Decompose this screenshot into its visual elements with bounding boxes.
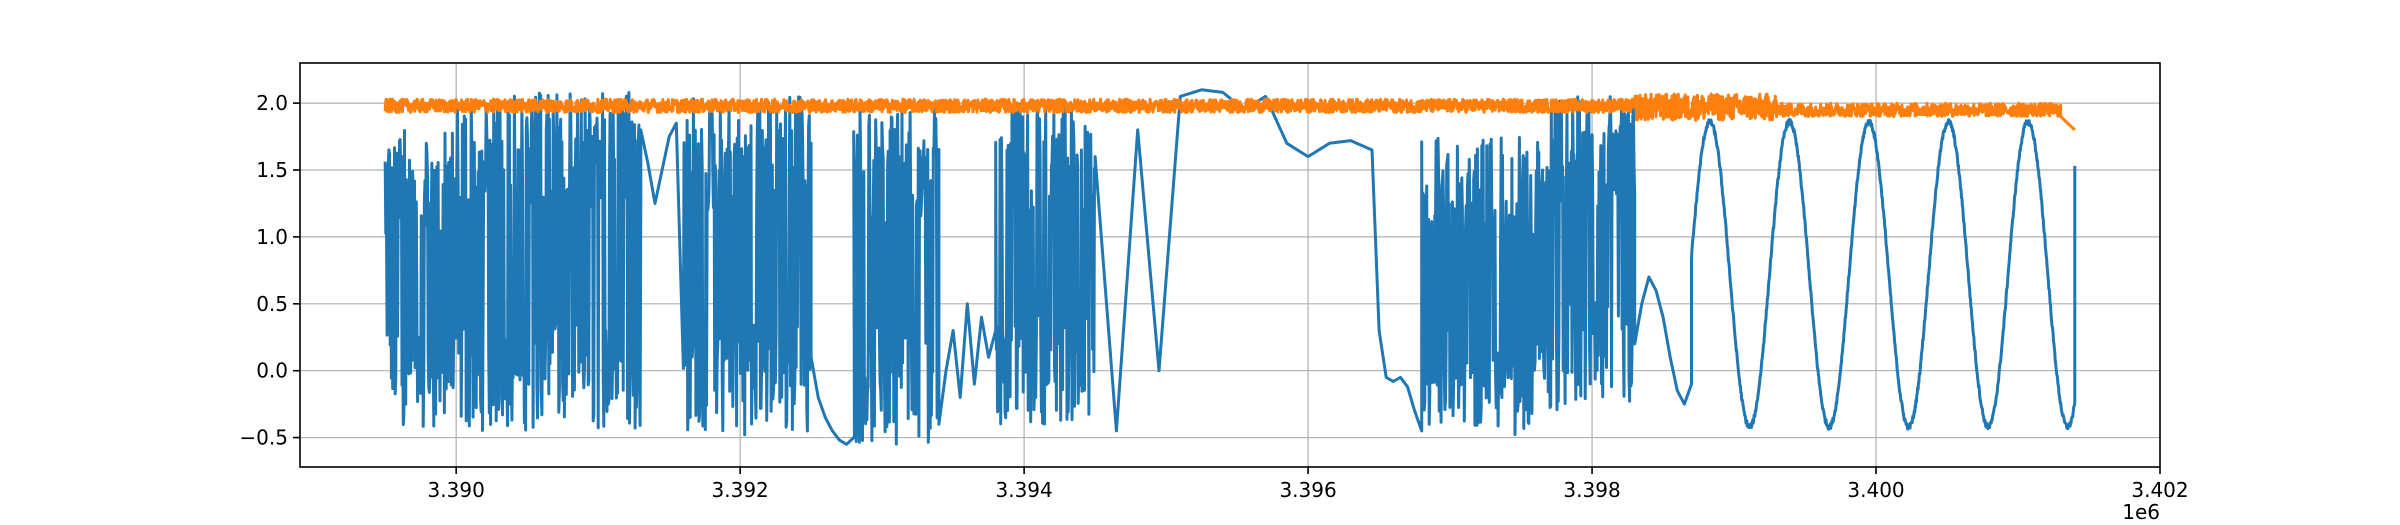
x-tick-label: 3.400	[1847, 478, 1904, 502]
y-tick-label: 1.5	[256, 158, 288, 182]
x-tick-label: 3.394	[995, 478, 1052, 502]
y-tick-label: 1.0	[256, 225, 288, 249]
series-line-1	[383, 88, 2077, 446]
x-tick-label: 3.392	[712, 478, 769, 502]
x-axis: 3.390 3.392 3.394 3.396 3.398 3.400 3.402	[428, 467, 2189, 502]
x-tick-label: 3.398	[1563, 478, 1620, 502]
y-tick-label: 0.0	[256, 359, 288, 383]
y-tick-label: −0.5	[239, 426, 288, 450]
y-tick-label: 2.0	[256, 91, 288, 115]
x-tick-label: 3.396	[1279, 478, 1336, 502]
x-axis-offset-label: 1e6	[2122, 500, 2160, 524]
x-tick-label: 3.402	[2131, 478, 2188, 502]
axes-frame	[299, 62, 2161, 468]
series-line-2	[383, 92, 2076, 131]
series-layer	[383, 88, 2077, 446]
x-tick-label: 3.390	[428, 478, 485, 502]
y-tick-label: 0.5	[256, 292, 288, 316]
y-axis: −0.5 0.0 0.5 1.0 1.5 2.0	[239, 91, 300, 450]
